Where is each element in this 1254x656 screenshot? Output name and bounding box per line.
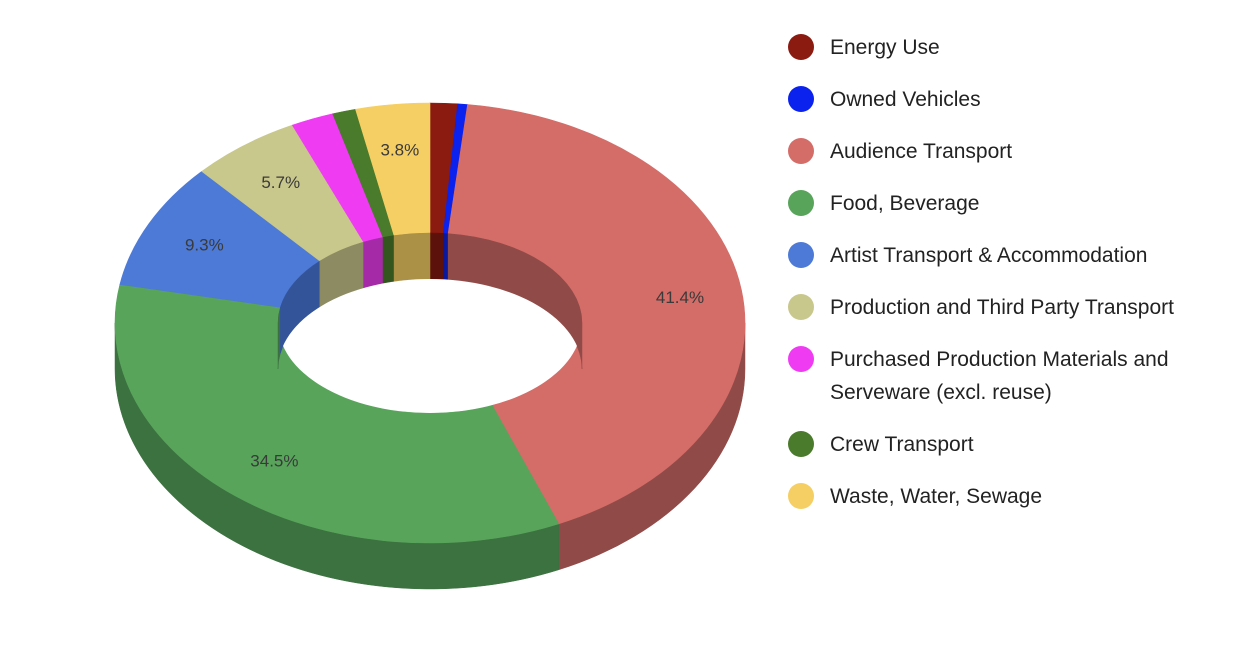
legend-item: Energy Use bbox=[788, 34, 1238, 64]
legend-swatch bbox=[788, 34, 814, 60]
hole-side bbox=[382, 235, 395, 284]
legend-label: Energy Use bbox=[830, 36, 940, 59]
legend-swatch bbox=[788, 190, 814, 216]
hole-side bbox=[393, 232, 431, 282]
slice-data-label: 34.5% bbox=[250, 452, 298, 471]
legend-swatch bbox=[788, 346, 814, 372]
legend-item: Waste, Water, Sewage bbox=[788, 483, 1238, 513]
legend-label: Crew Transport bbox=[830, 433, 974, 456]
hole-side bbox=[443, 233, 449, 280]
legend-label: Purchased Production Materials and Serve… bbox=[830, 348, 1169, 404]
chart-legend: Energy Use Owned Vehicles Audience Transpo… bbox=[788, 34, 1238, 535]
slice-data-label: 5.7% bbox=[261, 173, 300, 192]
donut-hole bbox=[278, 279, 582, 413]
legend-swatch bbox=[788, 294, 814, 320]
legend-swatch bbox=[788, 86, 814, 112]
slice-data-label: 41.4% bbox=[656, 288, 704, 307]
legend-item: Purchased Production Materials and Serve… bbox=[788, 346, 1238, 409]
legend-item: Audience Transport bbox=[788, 138, 1238, 168]
legend-label: Audience Transport bbox=[830, 140, 1013, 163]
legend-swatch bbox=[788, 431, 814, 457]
legend-label: Artist Transport & Accommodation bbox=[830, 244, 1148, 267]
legend-label: Waste, Water, Sewage bbox=[830, 485, 1043, 508]
hole-side bbox=[429, 232, 444, 280]
legend-item: Artist Transport & Accommodation bbox=[788, 242, 1238, 272]
hole-side bbox=[363, 237, 384, 289]
legend-swatch bbox=[788, 242, 814, 268]
legend-item: Food, Beverage bbox=[788, 190, 1238, 220]
donut-chart: 41.4% 34.5% 9.3% 5.7% 3.8% bbox=[114, 102, 746, 590]
legend-item: Production and Third Party Transport bbox=[788, 294, 1238, 324]
slice-data-label: 3.8% bbox=[381, 141, 420, 160]
legend-item: Owned Vehicles bbox=[788, 86, 1238, 116]
legend-item: Crew Transport bbox=[788, 431, 1238, 461]
legend-label: Food, Beverage bbox=[830, 192, 980, 215]
legend-label: Production and Third Party Transport bbox=[830, 296, 1174, 319]
legend-swatch bbox=[788, 483, 814, 509]
slice-data-label: 9.3% bbox=[185, 235, 224, 254]
legend-swatch bbox=[788, 138, 814, 164]
legend-label: Owned Vehicles bbox=[830, 88, 981, 111]
